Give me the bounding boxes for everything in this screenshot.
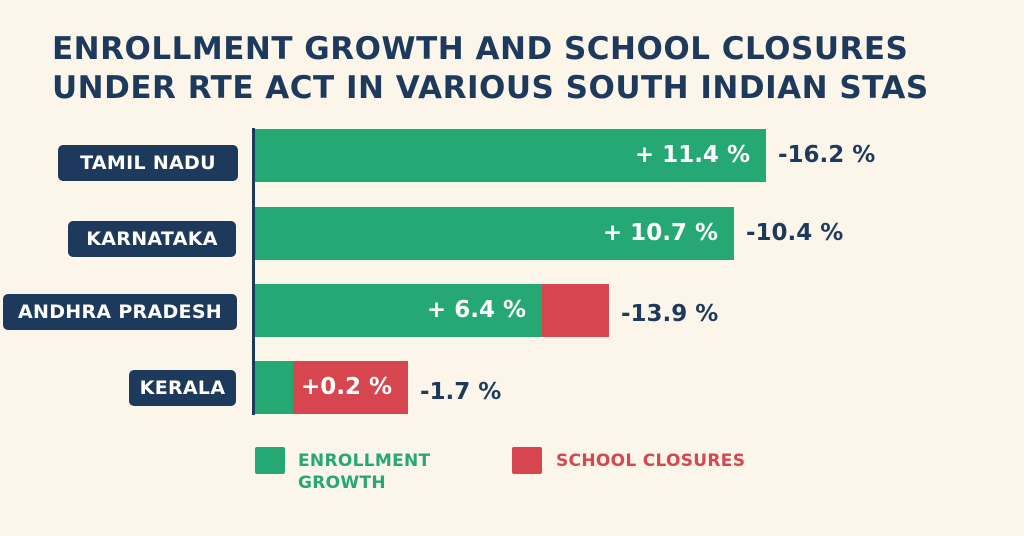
data-label-school-closures-andhra-pradesh: -13.9 %	[621, 301, 719, 327]
data-label-school-closures-karnataka: -10.4 %	[746, 220, 844, 246]
legend-label-enrollment-growth-line-2: GROWTH	[298, 473, 386, 493]
data-label-enrollment-growth-andhra-pradesh: + 6.4 %	[426, 297, 526, 323]
bar-enrollment-growth-tamil-nadu	[255, 129, 766, 182]
data-label-school-closures-tamil-nadu: -16.2 %	[778, 142, 876, 168]
legend-label-school-closures-line-1: SCHOOL CLOSURES	[556, 451, 746, 471]
legend-swatch-enrollment-growth	[255, 447, 285, 474]
legend-swatch-school-closures	[512, 447, 542, 474]
data-label-enrollment-growth-karnataka: + 10.7 %	[602, 220, 718, 246]
legend-label-school-closures: SCHOOL CLOSURES	[556, 450, 745, 472]
category-axis-line	[252, 128, 255, 415]
chart-title: ENROLLMENT GROWTH AND SCHOOL CLOSURES UN…	[52, 30, 992, 108]
category-label-tamil-nadu: TAMIL NADU	[58, 145, 238, 181]
bar-school-closures-kerala	[293, 361, 408, 414]
data-label-enrollment-growth-tamil-nadu: + 11.4 %	[634, 142, 750, 168]
category-label-kerala: KERALA	[129, 370, 236, 406]
bar-enrollment-growth-andhra-pradesh	[255, 284, 542, 337]
data-label-school-closures-kerala: -1.7 %	[420, 379, 502, 405]
data-label-enrollment-growth-kerala: +0.2 %	[301, 374, 393, 400]
legend-label-enrollment-growth: ENROLLMENT GROWTH	[298, 450, 430, 494]
chart-title-line-1: ENROLLMENT GROWTH AND SCHOOL CLOSURES	[52, 31, 909, 67]
bar-enrollment-growth-karnataka	[255, 207, 734, 260]
legend-label-enrollment-growth-line-1: ENROLLMENT	[298, 451, 431, 471]
bar-school-closures-andhra-pradesh	[542, 284, 609, 337]
category-label-karnataka: KARNATAKA	[68, 221, 236, 257]
bar-enrollment-growth-kerala	[255, 361, 293, 414]
category-label-andhra-pradesh: ANDHRA PRADESH	[3, 294, 237, 330]
chart-title-line-2: UNDER RTE ACT IN VARIOUS SOUTH INDIAN ST…	[52, 70, 929, 106]
